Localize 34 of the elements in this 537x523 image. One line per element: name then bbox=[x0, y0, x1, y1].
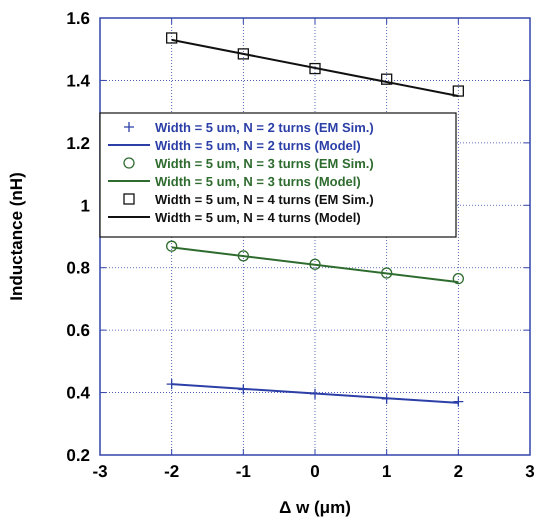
x-tick-label: 1 bbox=[382, 462, 392, 481]
legend-label: Width = 5 um, N = 2 turns (Model) bbox=[155, 138, 361, 153]
y-tick-label: 0.2 bbox=[66, 446, 90, 465]
point bbox=[238, 48, 249, 60]
point bbox=[309, 62, 321, 74]
point bbox=[238, 250, 249, 262]
legend-label: Width = 5 um, N = 4 turns (EM Sim.) bbox=[155, 192, 374, 207]
legend-label: Width = 5 um, N = 3 turns (Model) bbox=[155, 174, 361, 189]
x-tick-label: 0 bbox=[310, 462, 320, 481]
x-tick-label: -2 bbox=[164, 462, 180, 481]
y-tick-label: 1.4 bbox=[66, 71, 91, 90]
x-tick-label: 2 bbox=[454, 462, 464, 481]
y-tick-label: 1.6 bbox=[66, 9, 90, 28]
point bbox=[452, 272, 464, 284]
point bbox=[309, 258, 321, 270]
legend-label: Width = 5 um, N = 4 turns (Model) bbox=[155, 210, 361, 225]
point bbox=[381, 74, 392, 85]
y-tick-label: 0.8 bbox=[66, 258, 90, 278]
x-tick-label: 3 bbox=[525, 462, 535, 481]
legend-label: Width = 5 um, N = 3 turns (EM Sim.) bbox=[155, 156, 374, 171]
x-tick-label: -3 bbox=[92, 462, 108, 481]
point bbox=[381, 267, 392, 279]
y-tick-label: 0.4 bbox=[66, 384, 91, 403]
x-tick-label: -1 bbox=[236, 462, 251, 481]
y-tick-label: 0.6 bbox=[66, 321, 90, 340]
legend-label: Width = 5 um, N = 2 turns (EM Sim.) bbox=[155, 120, 374, 135]
y-tick-label: 1.2 bbox=[66, 134, 90, 153]
point bbox=[166, 32, 178, 44]
point bbox=[452, 85, 464, 97]
y-axis-title: Inductance (nH) bbox=[7, 172, 26, 301]
point bbox=[452, 396, 464, 408]
x-axis-title: Δ w (μm) bbox=[279, 498, 351, 517]
y-tick-label: 1 bbox=[80, 196, 90, 216]
point bbox=[166, 240, 178, 252]
